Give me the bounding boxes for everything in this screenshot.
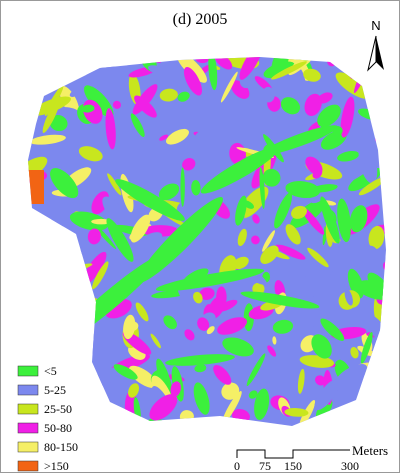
legend-label: 50-80 [44,421,72,435]
scale-label: 0 [234,459,240,473]
scale-label: 300 [341,459,359,473]
north-label: N [371,18,380,33]
legend-label: 5-25 [44,383,66,397]
legend-swatch [18,385,38,395]
scale-label: 150 [284,459,302,473]
legend-swatch [18,366,38,376]
legend-swatch [18,404,38,414]
legend-swatch [18,442,38,452]
map-title: (d) 2005 [173,11,228,28]
legend-swatch [18,423,38,433]
legend-label: 80-150 [44,440,78,454]
scale-label: 75 [259,459,271,473]
legend-label: 25-50 [44,402,72,416]
map-figure: (d) 2005 N <5 5-25 25-50 50-80 80-150 >150 Me… [0,0,400,473]
legend-label: <5 [44,364,57,378]
map-patch [180,167,184,206]
legend-swatch [18,461,38,471]
scale-unit: Meters [352,443,388,458]
legend-label: >150 [44,459,69,473]
